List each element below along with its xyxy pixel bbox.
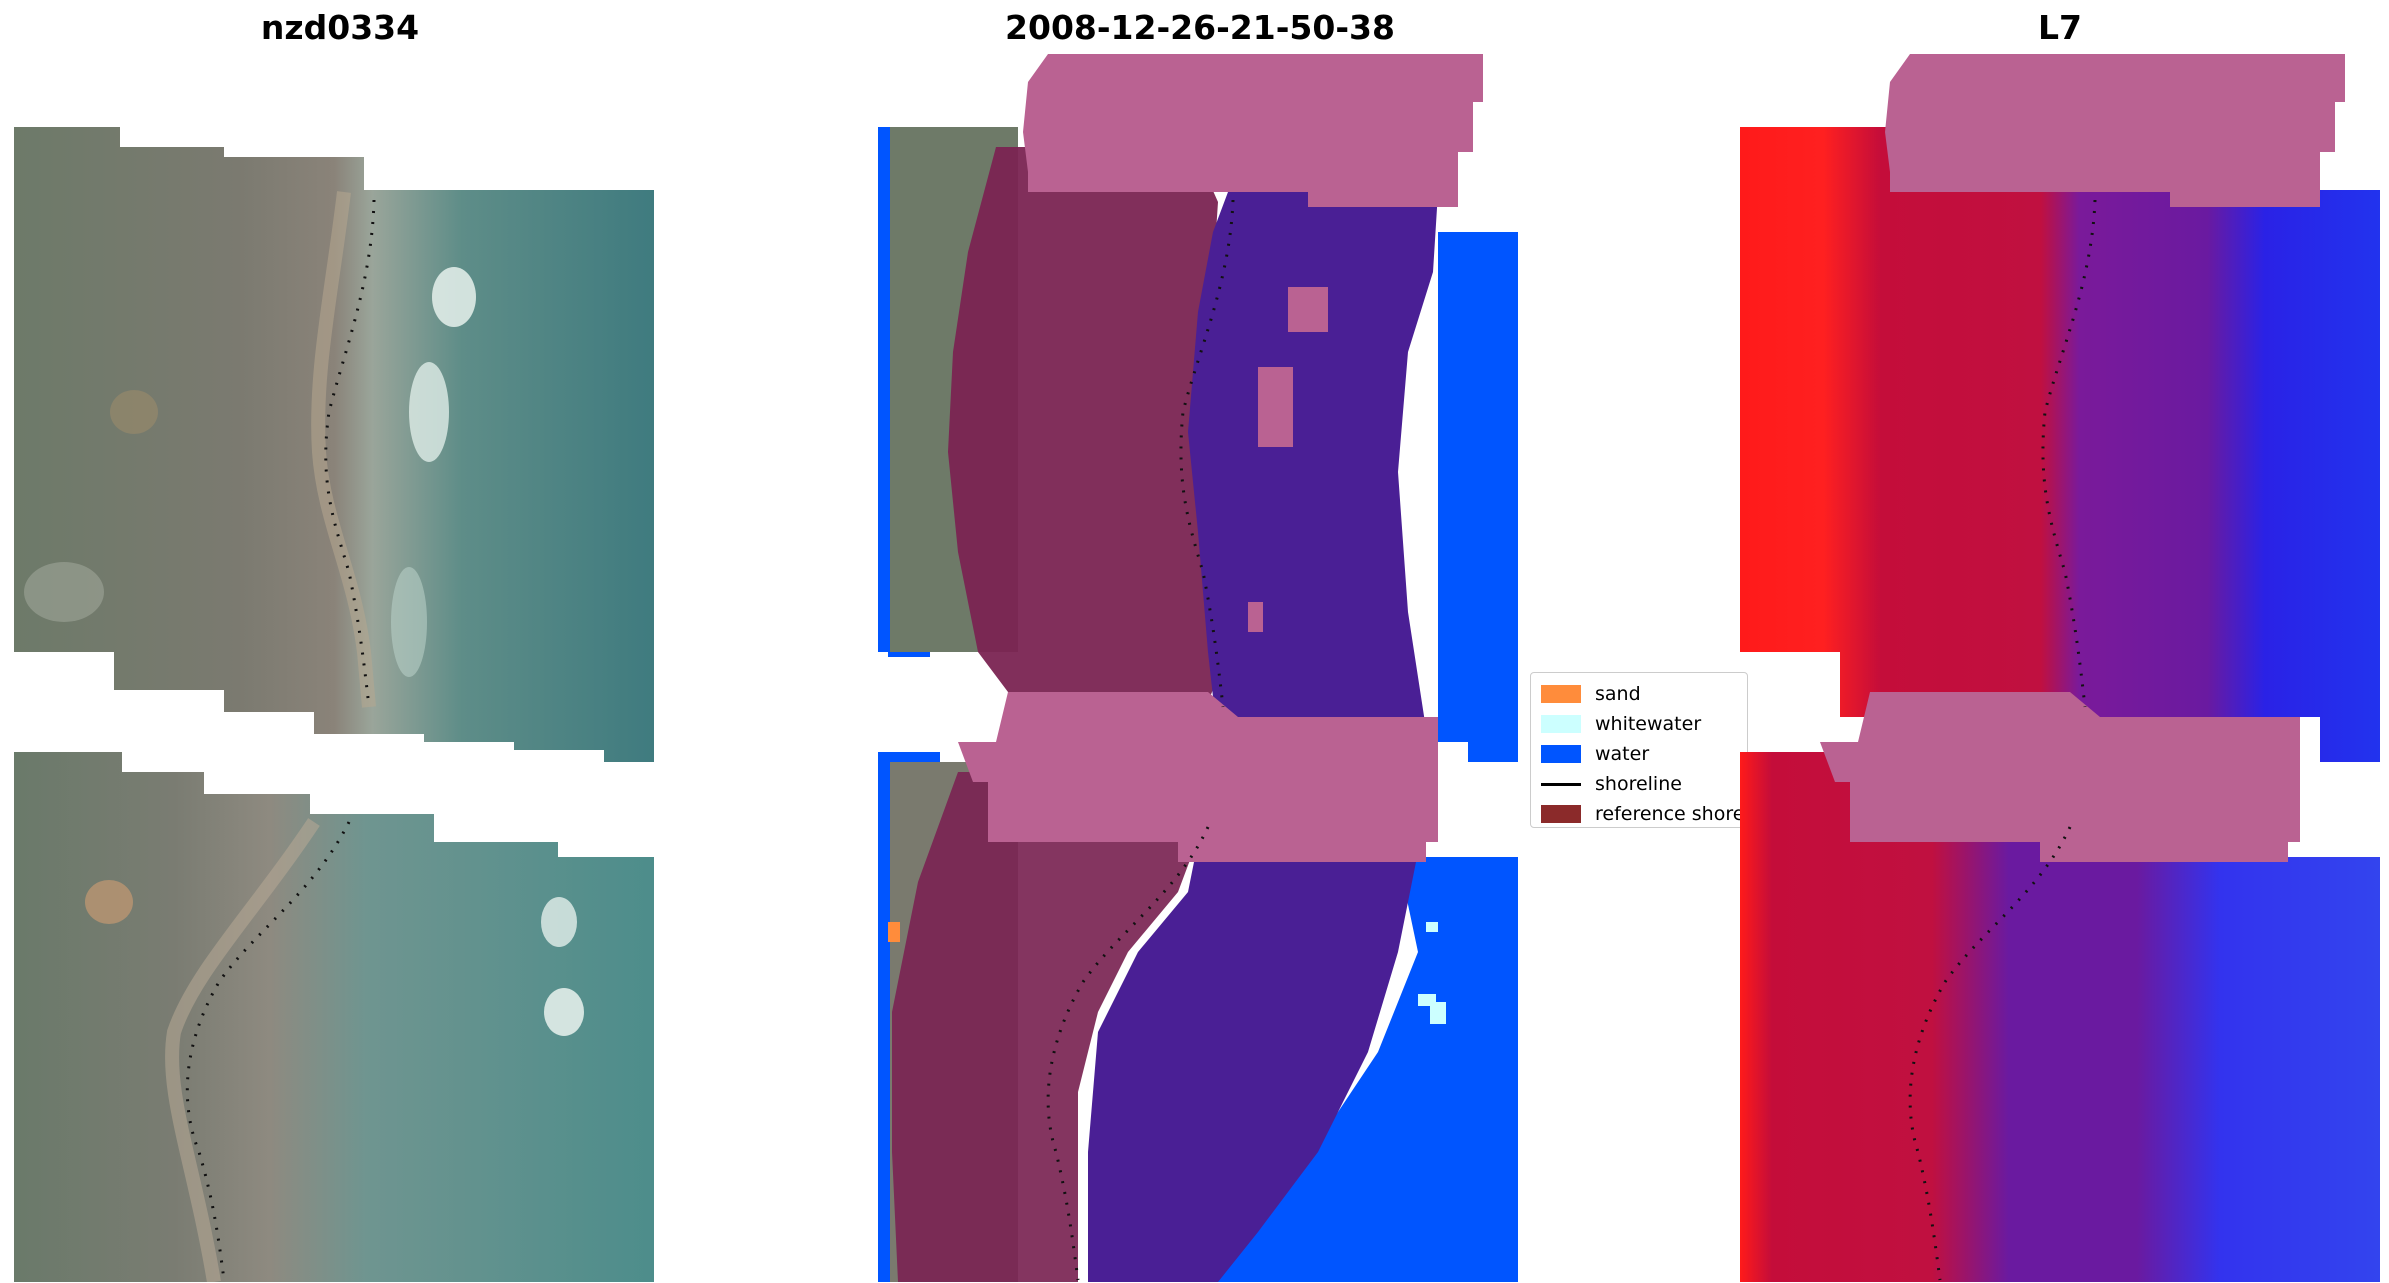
legend: sand whitewater water shoreline referenc… xyxy=(1530,672,1748,828)
water-swatch xyxy=(1541,745,1581,763)
rgb-image-panel xyxy=(14,127,654,1282)
legend-item-shoreline: shoreline xyxy=(1541,769,1682,799)
index-panel xyxy=(1740,54,2380,1282)
legend-item-whitewater: whitewater xyxy=(1541,709,1701,739)
legend-label: water xyxy=(1595,743,1650,765)
reference-buffer xyxy=(958,54,1483,862)
legend-item-reference-shoreline: reference shoreline xyxy=(1541,799,1747,827)
reference-shoreline-swatch xyxy=(1541,805,1581,823)
legend-item-sand: sand xyxy=(1541,679,1641,709)
legend-label: sand xyxy=(1595,683,1641,705)
legend-label: shoreline xyxy=(1595,773,1682,795)
index-tile-top xyxy=(1740,127,2380,762)
classification-panel xyxy=(878,54,1518,1282)
sand-swatch xyxy=(1541,685,1581,703)
shoreline-swatch xyxy=(1541,782,1581,786)
panel-title-satellite: L7 xyxy=(2038,8,2082,47)
panel-title-image: nzd0334 xyxy=(260,8,420,47)
legend-label: reference shoreline xyxy=(1595,803,1747,825)
land-overlay xyxy=(892,147,1228,1282)
rgb-tile-bottom xyxy=(14,752,654,1282)
water-overlay xyxy=(1088,192,1438,1282)
shoreline-line-bottom xyxy=(185,821,351,1281)
reference-buffer-right xyxy=(1820,54,2345,862)
shoreline-line-bottom xyxy=(1046,826,1210,1281)
index-tile-bottom xyxy=(1740,752,2380,1282)
whitewater-swatch xyxy=(1541,715,1581,733)
legend-item-water: water xyxy=(1541,739,1649,769)
shoreline-line-bottom xyxy=(1908,826,2072,1281)
rgb-tile-top xyxy=(14,127,654,762)
shoreline-line-top xyxy=(324,199,376,708)
panel-title-date: 2008-12-26-21-50-38 xyxy=(1005,8,1395,47)
legend-label: whitewater xyxy=(1595,713,1702,735)
